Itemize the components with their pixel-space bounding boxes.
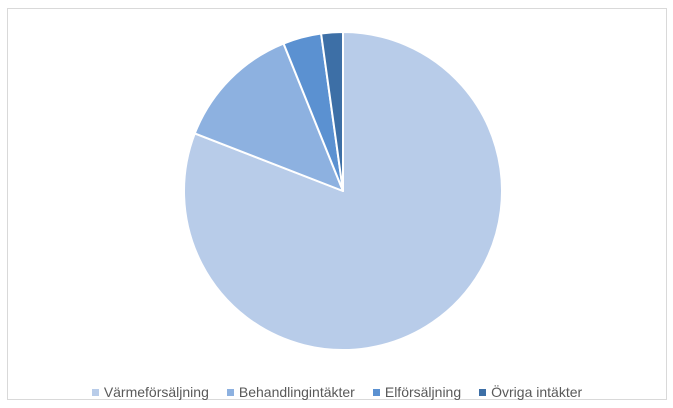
pie-slice-2 [193, 42, 344, 192]
legend-item-4: Övriga intäkter [479, 384, 582, 400]
legend-label: Elförsäljning [384, 384, 462, 400]
legend-item-3: Elförsäljning [372, 384, 462, 400]
legend: Värmeförsäljning Behandlingintäkter Elförs… [8, 382, 666, 402]
pie-chart [183, 31, 503, 351]
legend-label: Behandlingintäkter [238, 384, 355, 400]
legend-item-2: Behandlingintäkter [226, 384, 355, 400]
legend-swatch [372, 388, 380, 396]
legend-label: Övriga intäkter [491, 384, 583, 400]
legend-item-1: Värmeförsäljning [91, 384, 209, 400]
legend-swatch [226, 388, 234, 396]
legend-swatch [91, 388, 99, 396]
legend-label: Värmeförsäljning [103, 384, 209, 400]
legend-swatch [479, 388, 487, 396]
pie-slice-4 [320, 31, 344, 192]
chart-frame: Värmeförsäljning Behandlingintäkter Elförs… [7, 8, 667, 400]
pie-slices [183, 31, 503, 351]
